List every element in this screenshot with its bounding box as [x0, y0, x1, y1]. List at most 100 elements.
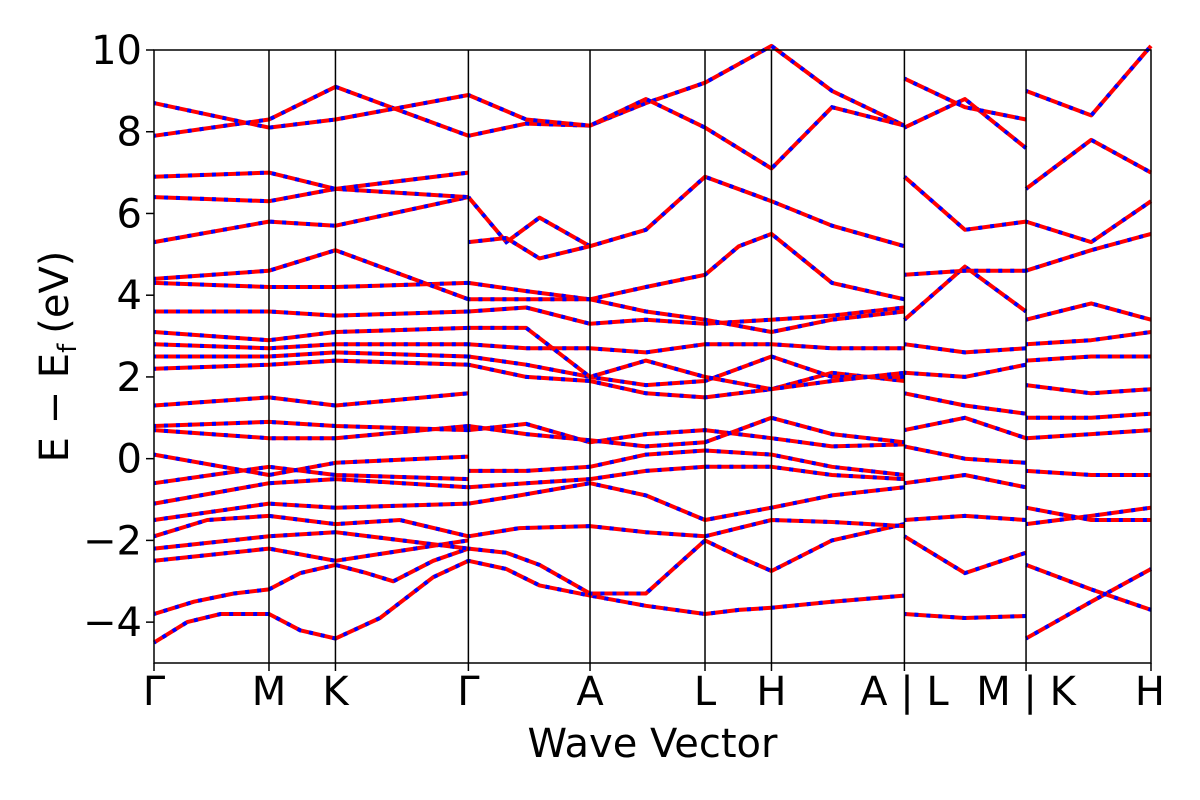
band-line-blue	[1025, 44, 1153, 118]
band-line-red	[153, 325, 469, 343]
bands-layer	[152, 43, 1153, 645]
band-line-blue	[153, 452, 469, 478]
plot-frame	[153, 49, 1152, 664]
band-line-red	[468, 325, 905, 392]
band-line-blue	[1025, 199, 1153, 245]
band-line-red	[1025, 44, 1153, 118]
band-line-red	[903, 534, 1027, 576]
band-line-blue	[468, 522, 905, 596]
band-line-red	[153, 358, 469, 371]
band-line-red	[154, 309, 469, 318]
band-line-blue	[904, 391, 1027, 416]
x-tick-label: A	[576, 669, 604, 715]
band-line-red	[466, 174, 905, 249]
band-line-blue	[904, 612, 1027, 621]
band-line-red	[153, 546, 470, 616]
y-tick-label: 0	[117, 437, 142, 483]
band-line-red	[1024, 137, 1152, 191]
band-line-blue	[467, 558, 905, 617]
band-line-red	[153, 419, 469, 433]
y-axis-label-main: E − E	[32, 353, 78, 463]
y-tick-label: 6	[117, 191, 142, 237]
band-line-blue	[153, 513, 469, 539]
band-line-red	[1025, 468, 1151, 477]
band-line-blue	[153, 170, 469, 191]
y-axis-label-sub: f	[53, 343, 83, 353]
band-line-blue	[468, 481, 905, 523]
band-line-red	[468, 481, 905, 522]
band-line-red	[1025, 428, 1152, 441]
y-axis-label: E − Ef (eV)	[32, 251, 83, 463]
x-tick-label: M	[252, 669, 287, 715]
band-line-red	[468, 305, 905, 326]
band-line-blue	[1025, 563, 1152, 612]
band-line-red	[154, 350, 469, 359]
band-line-red	[153, 477, 469, 506]
band-line-blue	[904, 472, 1027, 490]
band-line-blue	[468, 415, 905, 449]
band-line-blue	[153, 501, 469, 522]
x-tick-label: A | L	[860, 669, 949, 715]
band-line-red	[1025, 330, 1152, 347]
band-line-red	[468, 231, 905, 302]
band-line-red	[153, 342, 469, 351]
band-line-red	[468, 342, 905, 355]
band-line-red	[1025, 505, 1152, 527]
band-line-red	[1025, 383, 1152, 396]
band-line-blue	[153, 195, 469, 245]
x-axis-label: Wave Vector	[528, 721, 779, 767]
band-line-blue	[1025, 505, 1151, 522]
band-line-red	[153, 248, 470, 302]
y-tick-label: 4	[117, 273, 142, 319]
band-line-blue	[904, 268, 1026, 277]
band-line-blue	[468, 280, 905, 335]
y-tick-label: −4	[83, 600, 142, 646]
band-line-red	[467, 93, 905, 171]
x-tick-label: L	[694, 669, 717, 715]
band-line-red	[153, 391, 469, 408]
band-line-blue	[153, 538, 469, 563]
band-line-red	[904, 444, 1027, 465]
band-line-blue	[904, 342, 1027, 355]
band-line-red	[468, 464, 905, 490]
band-line-blue	[467, 43, 906, 138]
band-line-blue	[903, 76, 1027, 122]
band-line-blue	[468, 325, 905, 392]
high-symmetry-lines	[268, 50, 1027, 663]
band-line-red	[1025, 301, 1152, 322]
band-line-blue	[466, 174, 905, 249]
band-line-blue	[153, 464, 469, 486]
band-line-blue	[1025, 301, 1152, 322]
band-line-red	[1026, 411, 1152, 420]
y-tick-label: 8	[117, 110, 142, 156]
y-tick-label: 2	[117, 355, 142, 401]
band-line-red	[153, 186, 469, 204]
x-tick-label: K	[322, 669, 350, 715]
band-line-blue	[904, 444, 1027, 465]
y-axis-ticks: −4 −2 0 2 4 6 8 10	[83, 28, 154, 646]
band-line-blue	[153, 546, 470, 616]
band-line-red	[468, 236, 591, 261]
x-tick-label: Γ	[457, 669, 480, 715]
band-line-blue	[904, 415, 1027, 441]
band-line-blue	[1025, 231, 1152, 273]
band-line-blue	[468, 421, 905, 449]
band-line-red	[904, 391, 1027, 416]
band-line-red	[467, 43, 906, 138]
band-line-red	[468, 448, 905, 477]
band-line-blue	[1025, 567, 1152, 641]
y-tick-label: −2	[83, 518, 142, 564]
x-tick-label: H	[1135, 669, 1165, 715]
band-line-red	[468, 354, 905, 388]
band-line-blue	[153, 93, 469, 130]
x-tick-label: M | K	[976, 669, 1077, 715]
y-axis-label-unit: (eV)	[32, 251, 78, 334]
band-line-red	[904, 415, 1027, 441]
y-tick-label: 10	[91, 28, 142, 74]
band-line-blue	[153, 84, 470, 138]
band-line-blue	[904, 513, 1027, 522]
band-line-blue	[903, 264, 1028, 322]
band-line-red	[468, 518, 905, 539]
